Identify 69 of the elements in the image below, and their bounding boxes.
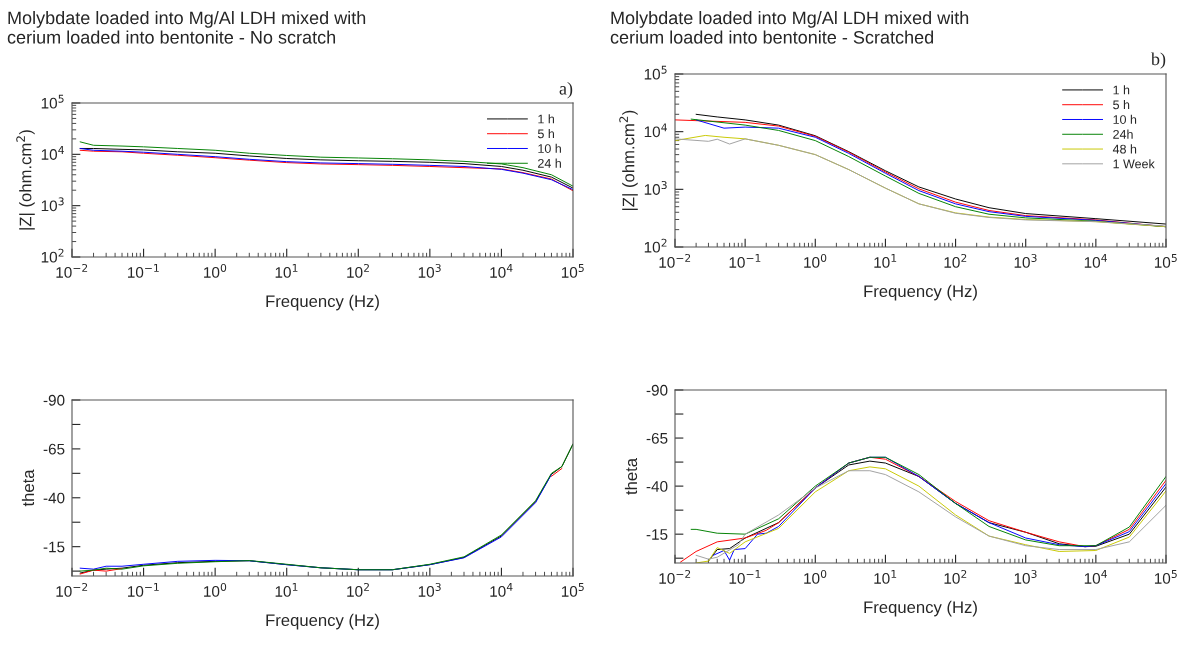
x-tick-label: 10$^{5}$: [561, 583, 584, 597]
x-tick-label: 10$^{−2}$: [659, 569, 691, 584]
legend-label: 10 h: [538, 143, 561, 153]
x-tick-label: 10$^{2}$: [944, 253, 967, 268]
legend-label: 24 h: [538, 158, 561, 168]
x-tick-label: 10$^{5}$: [1154, 570, 1177, 584]
x-tick-label: 10$^{1}$: [874, 570, 897, 584]
y-tick-label: 10$^{3}$: [41, 197, 64, 212]
legend-label: 1 h: [1113, 85, 1130, 95]
y-tick-label: -40: [43, 492, 65, 504]
x-tick-label: 10$^{0}$: [204, 582, 227, 597]
legend-label: 10 h: [1113, 114, 1137, 124]
x-tick-label: 10$^{−2}$: [659, 253, 691, 268]
x-tick-label: 10$^{1}$: [275, 583, 298, 597]
x-tick-label: 10$^{2}$: [944, 569, 967, 584]
x-tick-label: 10$^{0}$: [804, 569, 827, 584]
y-tick-label: -15: [646, 529, 668, 540]
y-axis-title: |Z| (ohm.cm$^{2}$): [619, 110, 638, 211]
x-tick-label: 10$^{−2}$: [56, 582, 88, 597]
legend-label: 48 h: [1112, 144, 1137, 154]
x-tick-label: 10$^{1}$: [275, 264, 298, 278]
x-tick-label: 10$^{4}$: [1084, 254, 1107, 268]
y-tick-label: -65: [646, 432, 668, 444]
x-tick-label: 10$^{5}$: [561, 264, 584, 278]
x-axis-title: Frequency (Hz): [864, 284, 977, 301]
y-tick-label: 10$^{5}$: [644, 65, 667, 80]
legend-label: 5 h: [1113, 100, 1130, 110]
x-tick-label: 10$^{3}$: [418, 582, 441, 597]
x-tick-label: 10$^{1}$: [874, 254, 897, 268]
x-tick-label: 10$^{−1}$: [729, 570, 761, 584]
x-tick-label: 10$^{−2}$: [56, 263, 88, 278]
x-tick-label: 10$^{5}$: [1154, 254, 1177, 268]
legend-label: 24h: [1113, 129, 1133, 139]
x-tick-label: 10$^{−1}$: [729, 254, 761, 268]
x-tick-label: 10$^{4}$: [1084, 570, 1107, 584]
y-axis-title: |Z| (ohm.cm$^{2}$): [16, 130, 35, 230]
legend-label: 1 h: [538, 114, 554, 124]
y-axis-title: theta: [624, 457, 638, 495]
legend-label: 5 h: [537, 129, 554, 139]
text: b): [1150, 52, 1166, 69]
x-tick-label: 10$^{2}$: [347, 582, 369, 597]
x-tick-label: 10$^{4}$: [490, 583, 513, 597]
y-tick-label: 10$^{4}$: [644, 123, 667, 138]
y-tick-label: 10$^{2}$: [644, 238, 667, 253]
y-tick-label: -15: [43, 541, 65, 553]
y-tick-label: 10$^{5}$: [41, 94, 64, 109]
x-tick-label: 10$^{0}$: [204, 263, 227, 278]
x-tick-label: 10$^{0}$: [804, 253, 827, 268]
legend-label: 1 Week: [1113, 159, 1155, 169]
x-axis-title: Frequency (Hz): [864, 600, 977, 617]
x-tick-label: 10$^{4}$: [490, 264, 513, 278]
y-tick-label: -90: [43, 394, 65, 406]
y-tick-label: 10$^{4}$: [41, 146, 64, 160]
x-tick-label: 10$^{3}$: [1014, 569, 1037, 584]
x-axis-title: Frequency (Hz): [266, 294, 379, 311]
y-tick-label: -40: [646, 480, 668, 492]
text: a): [559, 82, 573, 99]
x-tick-label: 10$^{3}$: [1014, 253, 1037, 268]
chart-title: Molybdate loaded into Mg/Al LDH mixed with cerium loaded into bentonite - Scratched: [610, 11, 969, 44]
y-axis-title: theta: [21, 469, 35, 507]
x-tick-label: 10$^{−1}$: [128, 264, 159, 278]
y-tick-label: -65: [43, 443, 65, 455]
y-tick-label: -90: [646, 384, 668, 396]
y-tick-label: 10$^{3}$: [644, 180, 667, 195]
x-axis-title: Frequency (Hz): [266, 613, 379, 630]
x-tick-label: 10$^{−1}$: [128, 583, 159, 597]
x-tick-label: 10$^{2}$: [347, 263, 369, 278]
chart-title: Molybdate loaded into Mg/Al LDH mixed with cerium loaded into bentonite - No scratch: [7, 11, 366, 44]
x-tick-label: 10$^{3}$: [418, 263, 441, 278]
